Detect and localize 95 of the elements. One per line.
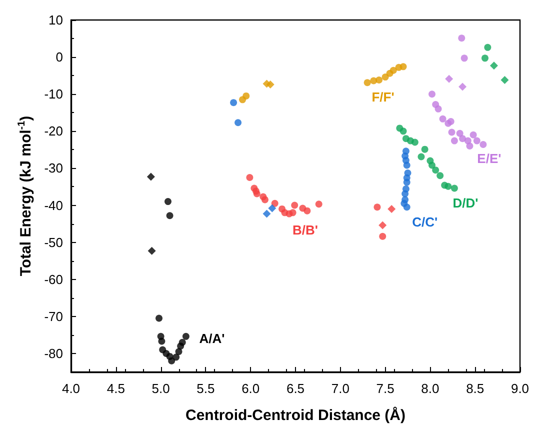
point [421,146,428,153]
point [242,92,250,100]
point [382,74,389,81]
point [158,338,166,345]
point [402,190,409,198]
point [286,210,293,218]
point [390,66,397,74]
point [148,246,156,255]
point [448,128,456,136]
point [447,118,454,126]
point [403,204,410,211]
series-label: B/B' [292,222,318,238]
point [428,90,436,98]
point [234,119,242,126]
y-tick-label: 0 [56,50,63,65]
series-label: A/A' [199,330,225,346]
point [178,338,186,346]
y-tick-label: 10 [48,12,63,28]
point [403,178,410,186]
point [374,204,381,211]
x-tick-label: 9.0 [510,381,530,396]
y-tick-label: -20 [44,124,63,139]
point [266,80,274,88]
point [164,198,172,206]
point [411,138,418,146]
series-label: F/F' [372,90,394,105]
point [484,44,492,51]
point [459,135,466,142]
point [473,137,480,144]
point [403,162,410,169]
series-label: D/D' [452,196,478,211]
y-tick-label: -70 [44,308,63,324]
series-label: E/E' [477,150,502,166]
point [444,182,452,190]
point [480,141,487,148]
point [458,34,466,42]
point [182,332,190,340]
x-tick-label: 4.0 [62,381,80,396]
y-tick-label: -10 [44,86,63,102]
x-tick-label: 5.5 [196,381,215,396]
point [315,200,322,208]
point [246,174,254,181]
point [436,172,444,180]
y-tick-label: -30 [44,160,63,176]
x-tick-label: 7.5 [376,381,394,396]
point [388,204,396,213]
x-tick-label: 6.5 [286,381,305,396]
point [364,79,371,86]
x-tick-label: 8.0 [421,381,440,396]
point [168,357,176,364]
y-tick-label: -50 [44,234,63,250]
point [379,232,386,240]
x-tick-label: 4.5 [106,381,125,396]
point [230,99,238,106]
point [439,115,446,122]
point [490,62,498,70]
point [262,210,271,218]
point [458,82,467,91]
point [428,162,436,169]
point [378,221,387,230]
point [156,314,163,322]
point [400,128,407,135]
y-tick-label: -60 [44,272,63,287]
x-axis-title: Centroid-Centroid Distance (Å) [185,406,406,424]
x-tick-label: 6.0 [242,381,260,396]
point [418,153,425,160]
point [470,131,477,138]
point [376,76,383,84]
point [432,166,440,174]
point [400,63,407,70]
y-axis-title: Total Energy (kJ mol-1) [16,116,34,276]
point [146,172,155,181]
x-tick-label: 5.0 [152,381,170,396]
series-label: C/C' [412,214,438,230]
y-tick-label: -40 [44,198,63,213]
x-tick-label: 7.0 [331,381,350,396]
point [466,142,474,150]
point [261,196,268,204]
point [445,74,454,83]
point [500,76,509,84]
point [291,202,298,209]
point [172,354,180,361]
point [271,200,278,207]
point [253,190,260,198]
point [450,137,458,144]
point [304,207,311,214]
point [166,212,174,220]
point [434,105,442,112]
x-tick-label: 8.5 [466,381,484,396]
point [456,130,464,137]
point [481,54,488,62]
point [268,204,276,212]
y-tick-label: -80 [44,346,63,361]
point [460,54,468,62]
point [450,184,458,192]
